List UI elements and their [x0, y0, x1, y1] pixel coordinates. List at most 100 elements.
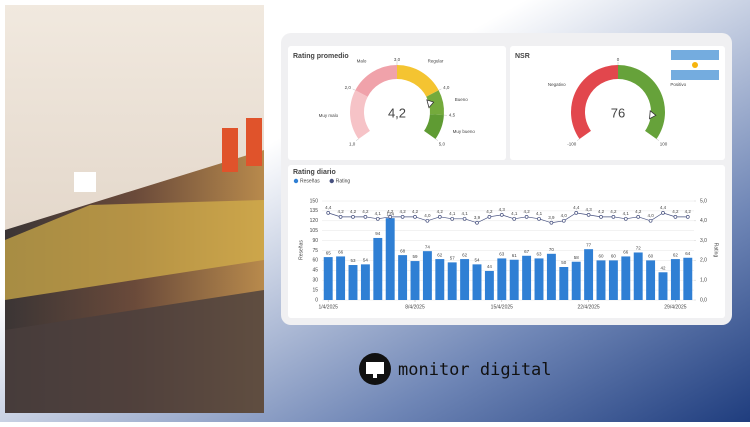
rating-point: [426, 219, 429, 222]
bar-value-label: 59: [412, 254, 418, 259]
bar-value-label: 66: [338, 250, 344, 255]
bar: [448, 262, 457, 300]
x-tick-label: 1/4/2025: [318, 304, 338, 310]
rating-point: [649, 219, 652, 222]
rating-point: [463, 217, 466, 220]
y2-tick-label: 5,0: [700, 198, 707, 204]
bar: [522, 256, 531, 300]
bar: [572, 262, 581, 300]
y-tick-label: 75: [312, 248, 318, 254]
bar-value-label: 53: [350, 258, 356, 263]
rating-value-label: 4,2: [486, 209, 493, 214]
bar: [386, 218, 395, 300]
rating-point: [624, 217, 627, 220]
flag-stripe: [671, 50, 719, 60]
rating-value-label: 4,0: [561, 213, 568, 218]
gauge-tick-label: 100: [660, 141, 668, 146]
rating-value-label: 4,2: [350, 209, 357, 214]
rating-point: [550, 221, 553, 224]
y2-tick-label: 3,0: [700, 238, 707, 244]
rating-point: [438, 215, 441, 218]
rating-point: [575, 211, 578, 214]
brand-name: monitor digital: [398, 360, 552, 380]
bar: [621, 256, 630, 300]
bar-value-label: 58: [574, 255, 580, 260]
rating-value-label: 4,1: [461, 211, 468, 216]
bar: [671, 259, 680, 300]
rating-point: [587, 213, 590, 216]
bar-value-label: 64: [685, 251, 691, 256]
rating-value-label: 4,4: [325, 205, 332, 210]
rating-value-label: 4,2: [387, 209, 394, 214]
bar: [361, 264, 370, 300]
rating-point: [451, 217, 454, 220]
rating-value-label: 4,3: [585, 207, 592, 212]
bar-value-label: 60: [598, 254, 604, 259]
bar: [646, 260, 655, 300]
rating-point: [637, 215, 640, 218]
rating-value-label: 4,2: [399, 209, 406, 214]
bar-value-label: 60: [611, 254, 617, 259]
bar-value-label: 44: [487, 264, 493, 269]
rating-value-label: 4,2: [412, 209, 419, 214]
photo-sign: [246, 118, 262, 166]
y-tick-label: 45: [312, 268, 318, 274]
bar: [497, 258, 506, 300]
bar: [373, 238, 382, 300]
legend-label: Rating: [336, 178, 351, 184]
bar-value-label: 54: [474, 258, 480, 263]
x-tick-label: 8/4/2025: [405, 304, 425, 310]
rating-point: [476, 221, 479, 224]
rating-point: [600, 215, 603, 218]
rating-value-label: 4,1: [449, 211, 456, 216]
bar-value-label: 67: [524, 249, 530, 254]
rating-value-label: 4,2: [672, 209, 679, 214]
bar-value-label: 66: [623, 250, 629, 255]
bar: [411, 261, 420, 300]
bar-value-label: 68: [400, 248, 406, 253]
band-label: Negativo: [548, 82, 566, 87]
y2-tick-label: 0,0: [700, 297, 707, 303]
legend-label: Reseñas: [300, 178, 320, 184]
x-tick-label: 15/4/2025: [491, 304, 513, 310]
flag: [671, 50, 719, 80]
logo-screen: [366, 362, 384, 374]
bar: [547, 254, 556, 300]
rating-value-label: 4,1: [536, 211, 543, 216]
bar-value-label: 70: [549, 247, 555, 252]
band-label: Bueno: [455, 97, 469, 102]
rating-value-label: 4,2: [635, 209, 642, 214]
y2-tick-label: 2,0: [700, 258, 707, 264]
gauge-tick-label: 1,0: [349, 141, 356, 146]
bar-value-label: 63: [536, 252, 542, 257]
y-tick-label: 135: [310, 208, 319, 214]
bar-value-label: 62: [462, 252, 468, 257]
band-label: Malo: [357, 59, 367, 64]
gauge-tick-label: 4,5: [449, 113, 456, 118]
rating-value-label: 4,2: [437, 209, 444, 214]
gauge-tick-label: 4,0: [443, 85, 450, 90]
rating-point: [389, 215, 392, 218]
y-tick-label: 15: [312, 287, 318, 293]
y-tick-label: 105: [310, 228, 319, 234]
bar: [485, 271, 494, 300]
rating-point: [538, 217, 541, 220]
y-tick-label: 60: [312, 258, 318, 264]
bar: [609, 260, 618, 300]
gauge-value: 4,2: [388, 105, 406, 120]
bar: [473, 264, 482, 300]
bar: [535, 258, 544, 300]
bar-value-label: 94: [375, 231, 381, 236]
bar: [460, 259, 469, 300]
bar: [559, 267, 568, 300]
rating-value-label: 4,1: [623, 211, 630, 216]
rating-value-label: 4,1: [375, 211, 382, 216]
rating-value-label: 4,2: [337, 209, 344, 214]
rating-point: [339, 215, 342, 218]
rating-point: [525, 215, 528, 218]
x-tick-label: 29/4/2025: [664, 304, 686, 310]
gauge-tick-label: 2,0: [345, 85, 352, 90]
bar: [597, 260, 606, 300]
rating-point: [562, 219, 565, 222]
rating-point: [488, 215, 491, 218]
